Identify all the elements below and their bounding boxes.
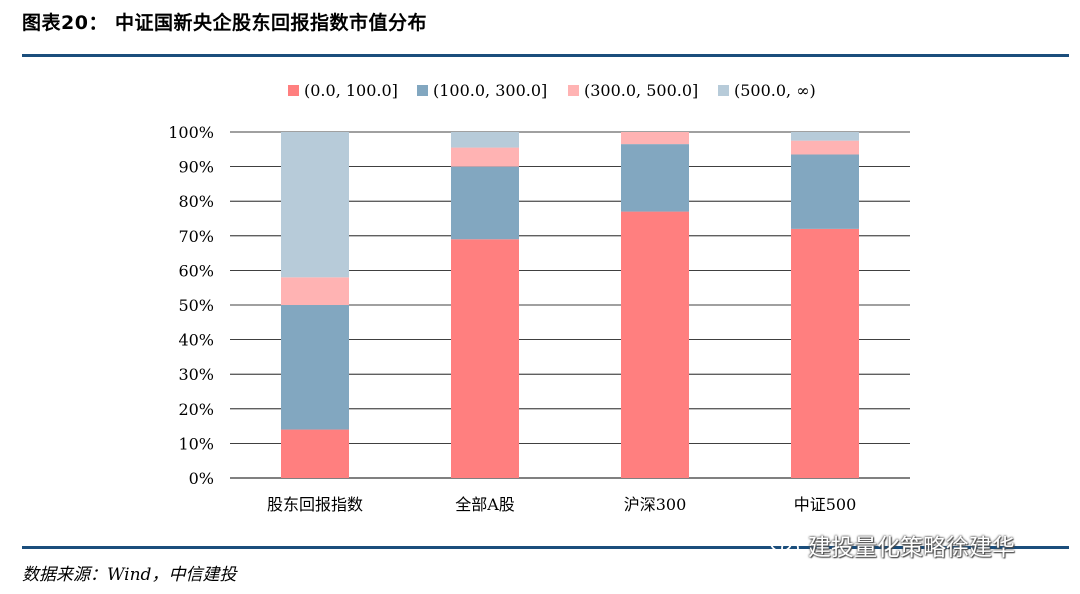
bar-segment	[621, 211, 689, 478]
x-axis: 股东回报指数 全部A股 沪深300 中证500	[267, 495, 856, 514]
y-tick-label: 0%	[189, 469, 214, 488]
y-tick-label: 100%	[168, 123, 214, 142]
y-tick-label: 60%	[178, 261, 214, 280]
x-tick-label: 中证500	[794, 495, 857, 514]
y-tick-label: 70%	[178, 227, 214, 246]
bar-segment	[451, 132, 519, 148]
legend-label: (500.0, ∞)	[734, 81, 816, 100]
bar-segment	[621, 132, 689, 145]
top-rule	[22, 54, 1069, 57]
legend-swatch	[718, 85, 729, 96]
y-tick-label: 90%	[178, 158, 214, 177]
bar-segment	[281, 132, 349, 278]
bar-segment	[281, 305, 349, 430]
bar-segment	[791, 154, 859, 229]
legend-swatch	[417, 85, 428, 96]
y-tick-label: 30%	[178, 365, 214, 384]
bar-segment	[621, 144, 689, 212]
bar-segment	[281, 277, 349, 305]
watermark-text: 建投量化策略徐建华	[808, 535, 1015, 561]
legend-swatch	[288, 85, 299, 96]
legend-swatch	[568, 85, 579, 96]
bar-segment	[791, 132, 859, 141]
bar-segment	[451, 166, 519, 240]
watermark: 建投量化策略徐建华	[770, 528, 1015, 562]
y-tick-label: 80%	[178, 192, 214, 211]
wechat-icon	[770, 534, 799, 556]
y-tick-label: 10%	[178, 434, 214, 453]
legend: (0.0, 100.0] (100.0, 300.0] (300.0, 500.0]…	[288, 81, 816, 100]
stacked-bar-chart: (0.0, 100.0] (100.0, 300.0] (300.0, 500.0]…	[168, 81, 910, 514]
figure-title: 图表20： 中证国新央企股东回报指数市值分布	[22, 12, 428, 34]
bars	[281, 132, 859, 478]
source-note: 数据来源：Wind，中信建投	[22, 565, 237, 585]
legend-label: (100.0, 300.0]	[433, 81, 547, 100]
x-tick-label: 沪深300	[624, 495, 687, 514]
x-tick-label: 股东回报指数	[267, 495, 363, 514]
bar-segment	[791, 228, 859, 478]
bar-segment	[281, 429, 349, 478]
y-tick-label: 40%	[178, 331, 214, 350]
legend-label: (300.0, 500.0]	[584, 81, 698, 100]
y-axis: 0% 10% 20% 30% 40% 50% 60% 70% 80% 90% 100%	[168, 123, 214, 488]
bar-segment	[791, 140, 859, 155]
bar-segment	[451, 239, 519, 478]
bottom-rule	[22, 546, 1069, 549]
y-tick-label: 20%	[178, 400, 214, 419]
y-tick-label: 50%	[178, 296, 214, 315]
x-tick-label: 全部A股	[455, 495, 515, 514]
bar-segment	[451, 147, 519, 167]
legend-label: (0.0, 100.0]	[304, 81, 398, 100]
